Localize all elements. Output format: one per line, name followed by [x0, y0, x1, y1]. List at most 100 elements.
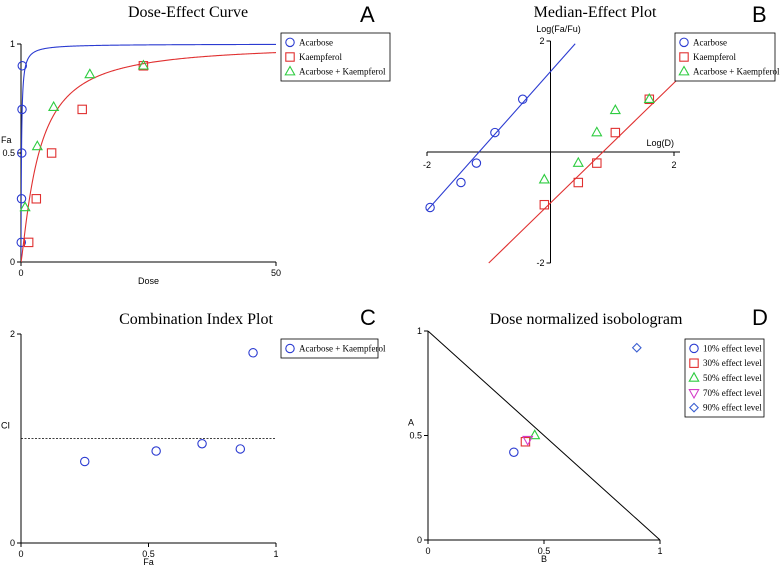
data-point: [16, 237, 27, 248]
legend-label: Acarbose + Kaempferol: [693, 67, 780, 77]
data-point: [631, 342, 642, 353]
data-point: [471, 158, 482, 168]
data-point: [137, 59, 150, 70]
y-tick-label: -2: [536, 258, 544, 268]
series-acarbose-kaempferol: [80, 348, 258, 467]
data-point: [522, 435, 534, 447]
legend: 10% effect level 30% effect level 50% effe…: [684, 338, 765, 418]
legend-label: Acarbose + Kaempferol: [299, 67, 386, 77]
series-acarbose: [425, 43, 576, 213]
data-point: [591, 126, 603, 137]
chart-title: Median-Effect Plot: [534, 4, 657, 21]
data-point: [539, 199, 550, 210]
legend-label: Acarbose + Kaempferol: [299, 344, 386, 354]
x-tick-label: 0.5: [538, 546, 551, 556]
series-acarbose: [16, 43, 276, 262]
legend-box: [280, 338, 379, 359]
data-point: [609, 104, 621, 115]
legend-box: [674, 32, 776, 82]
panel-letter: C: [360, 305, 376, 330]
x-tick-label: 0: [425, 546, 430, 556]
y-tick-label: 2: [10, 329, 15, 339]
data-point: [17, 148, 27, 158]
data-point: [197, 438, 207, 449]
data-point: [572, 156, 584, 167]
data-point: [151, 446, 161, 456]
x-tick-label: -2: [423, 160, 431, 170]
panel-letter: A: [360, 2, 375, 27]
series-kaempferol: [488, 79, 678, 264]
legend-marker: [679, 52, 689, 62]
legend-marker: [689, 343, 699, 354]
data-point: [573, 177, 584, 188]
data-point: [610, 127, 621, 138]
y-tick-label: 1: [417, 326, 422, 336]
legend-label: Kaempferol: [693, 52, 736, 62]
data-point: [17, 104, 27, 115]
data-point: [77, 104, 87, 115]
data-point: [19, 201, 31, 212]
panel-d: Dose normalized isobologram D 0 0.5 1 0 0.5 1 B A…: [408, 305, 768, 564]
legend-marker: [285, 37, 295, 48]
y-tick-label: 2: [539, 36, 544, 46]
data-point: [84, 68, 96, 79]
y-tick-label: 0: [417, 535, 422, 545]
data-point: [17, 61, 28, 71]
x-tick-label: 1: [657, 546, 662, 556]
legend-marker: [678, 65, 690, 76]
x-tick-label: 1: [273, 549, 278, 559]
data-point: [31, 194, 42, 204]
legend-label: 30% effect level: [703, 358, 762, 368]
data-point: [48, 100, 60, 111]
data-point: [592, 158, 602, 168]
series-acarbose-kaempferol: [19, 59, 150, 212]
data-point: [490, 127, 500, 138]
panel-letter: D: [752, 305, 768, 330]
y-tick-label: 0.5: [2, 148, 15, 158]
data-point: [529, 429, 541, 440]
panel-b: Median-Effect Plot B -2 2 -2 2 Log(D) Log(Fa/Fu…: [423, 2, 780, 268]
panel-c: Combination Index Plot C 0 0.5 1 0 2 Fa CI Acarbo…: [1, 305, 386, 567]
y-tick-label: 0.5: [409, 431, 422, 441]
legend: Acarbose + Kaempferol: [280, 338, 386, 359]
x-tick-label: 2: [671, 160, 676, 170]
y-axis-label: A: [408, 418, 414, 428]
legend-marker: [285, 52, 295, 62]
x-tick-label: 0: [18, 268, 23, 278]
regression-line: [488, 79, 678, 264]
data-point: [31, 140, 43, 151]
y-tick-label: 0: [10, 257, 15, 267]
data-point: [643, 92, 655, 104]
legend-marker: [689, 358, 699, 368]
legend-marker: [285, 343, 295, 354]
legend-label: 50% effect level: [703, 373, 762, 383]
legend-marker: [689, 402, 699, 413]
x-axis-label: Log(D): [646, 138, 674, 148]
series-kaempferol: [21, 52, 277, 263]
legend-marker: [688, 371, 700, 382]
data-point: [248, 348, 258, 358]
x-tick-label: 0.5: [142, 549, 155, 559]
panel-letter: B: [752, 2, 767, 27]
y-tick-label: 0: [10, 538, 15, 548]
data-point: [46, 148, 57, 158]
legend-label: 10% effect level: [703, 343, 762, 353]
legend-label: Acarbose: [693, 37, 727, 47]
legend-label: Kaempferol: [299, 52, 342, 62]
legend-label: 90% effect level: [703, 403, 762, 413]
legend-marker: [688, 389, 700, 400]
x-axis-label: Dose: [138, 276, 159, 286]
fitted-curve: [21, 43, 276, 262]
x-tick-label: 0: [18, 549, 23, 559]
x-axis-label: Fa: [143, 557, 154, 567]
series-acarbose-kaempferol: [538, 92, 655, 184]
isobole-line: [427, 330, 661, 541]
regression-line: [427, 43, 576, 212]
data-point: [456, 177, 466, 188]
series-70-effect-level: [522, 435, 534, 447]
legend-marker: [679, 37, 689, 48]
x-axis-label: B: [541, 554, 547, 564]
y-axis-label: CI: [1, 421, 10, 431]
legend-marker: [284, 65, 296, 76]
